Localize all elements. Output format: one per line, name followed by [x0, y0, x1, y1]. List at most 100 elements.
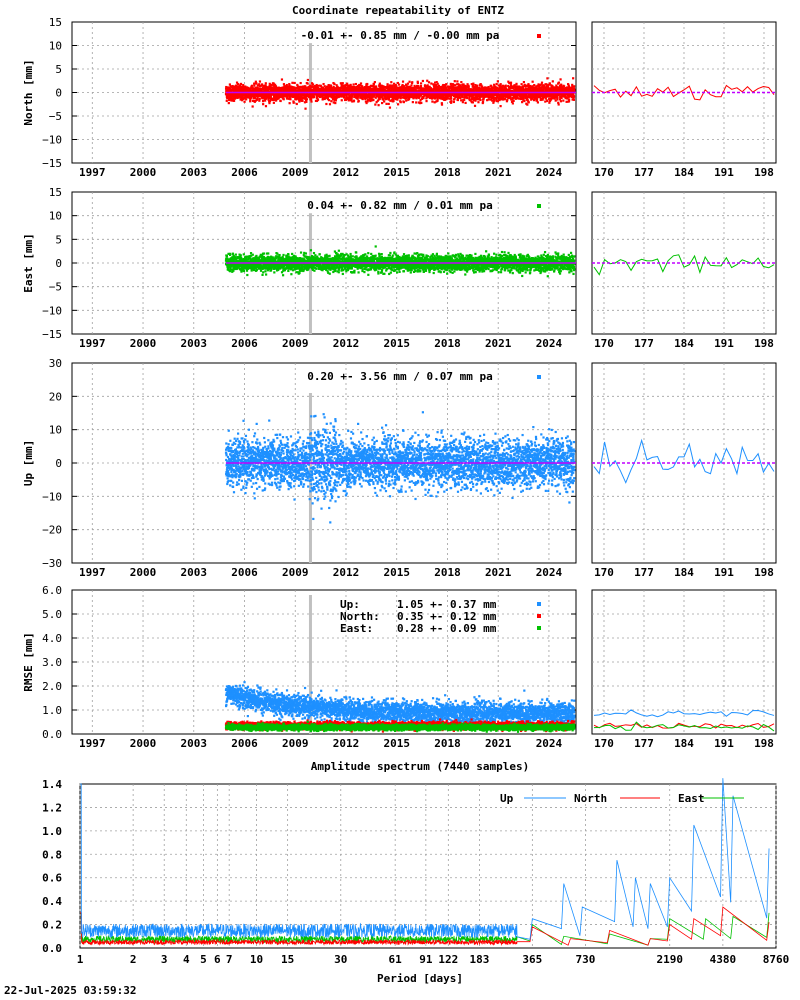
data-point [521, 101, 524, 104]
data-point [485, 92, 488, 96]
data-point [488, 98, 491, 101]
data-point [239, 92, 242, 96]
data-point [325, 102, 328, 106]
data-point [229, 253, 232, 257]
data-point [434, 85, 437, 89]
data-point [333, 89, 336, 93]
data-point [456, 97, 459, 100]
data-point [273, 96, 276, 100]
data-point [269, 85, 272, 89]
x-tick-label: 2012 [333, 337, 360, 350]
data-point [426, 96, 429, 99]
data-point [258, 83, 261, 86]
data-point [420, 101, 423, 104]
data-point [288, 84, 291, 87]
data-point [479, 83, 482, 86]
data-point [312, 87, 316, 90]
data-point [270, 87, 273, 91]
data-point [321, 88, 324, 91]
data-point [394, 85, 397, 88]
data-point [443, 84, 447, 87]
data-point [482, 97, 485, 101]
data-point [442, 88, 445, 91]
data-point [361, 97, 364, 101]
data-point [305, 100, 308, 103]
data-point [236, 88, 239, 91]
data-point [266, 86, 269, 89]
data-point [320, 86, 323, 89]
data-point [423, 94, 426, 97]
data-point [316, 98, 320, 101]
data-point [433, 101, 436, 104]
data-point [429, 96, 432, 100]
data-point [369, 93, 373, 96]
data-point [278, 86, 281, 89]
data-point [253, 100, 256, 103]
data-point [527, 101, 530, 104]
data-point [359, 82, 363, 85]
data-point [404, 88, 407, 91]
data-point [500, 88, 503, 91]
data-point [436, 98, 439, 101]
data-point [375, 87, 378, 91]
data-point [244, 85, 247, 88]
data-point [499, 105, 502, 108]
data-point [390, 81, 393, 84]
data-point [253, 95, 256, 98]
data-point [455, 87, 458, 90]
data-point [372, 84, 375, 88]
data-point [489, 98, 493, 101]
data-point [424, 84, 427, 87]
data-point [239, 82, 243, 86]
data-point [378, 82, 381, 85]
data-point [248, 87, 251, 90]
x-tick-label: 2009 [282, 337, 309, 350]
y-tick-label: 0 [55, 87, 62, 100]
x-tick-label: 2003 [181, 337, 208, 350]
data-point [453, 80, 456, 83]
data-point [287, 85, 291, 88]
data-point [233, 94, 236, 97]
data-point [453, 84, 457, 87]
data-point [273, 98, 276, 101]
data-point [489, 96, 492, 99]
data-point [439, 90, 443, 93]
data-point [323, 97, 326, 101]
data-point [559, 78, 562, 81]
data-point [359, 96, 362, 99]
data-point [492, 100, 495, 103]
data-point [352, 83, 355, 86]
data-point [498, 86, 502, 89]
data-point [341, 82, 344, 85]
data-point [267, 86, 270, 89]
data-point [495, 99, 498, 103]
data-point [487, 96, 491, 99]
data-point [455, 86, 458, 89]
data-point [269, 97, 272, 100]
data-point [457, 83, 460, 86]
data-point [350, 97, 353, 101]
data-point [492, 101, 495, 104]
data-point [399, 97, 402, 100]
data-point [399, 88, 403, 91]
data-point [291, 86, 295, 89]
data-point [498, 97, 501, 100]
data-point [470, 93, 473, 96]
data-point [418, 95, 421, 99]
data-point [475, 89, 478, 92]
data-point [523, 99, 526, 103]
data-point [556, 98, 559, 101]
data-point [572, 77, 575, 80]
data-point [327, 84, 330, 87]
data-point [345, 83, 348, 87]
data-point [325, 85, 329, 88]
y-tick-label: −10 [42, 134, 62, 147]
y-tick-label: 0 [55, 257, 62, 270]
data-point [225, 254, 229, 258]
data-point [439, 86, 442, 89]
data-point [288, 102, 291, 105]
data-point [511, 102, 514, 105]
x-tick-label: 2006 [231, 337, 258, 350]
data-point [327, 95, 331, 98]
